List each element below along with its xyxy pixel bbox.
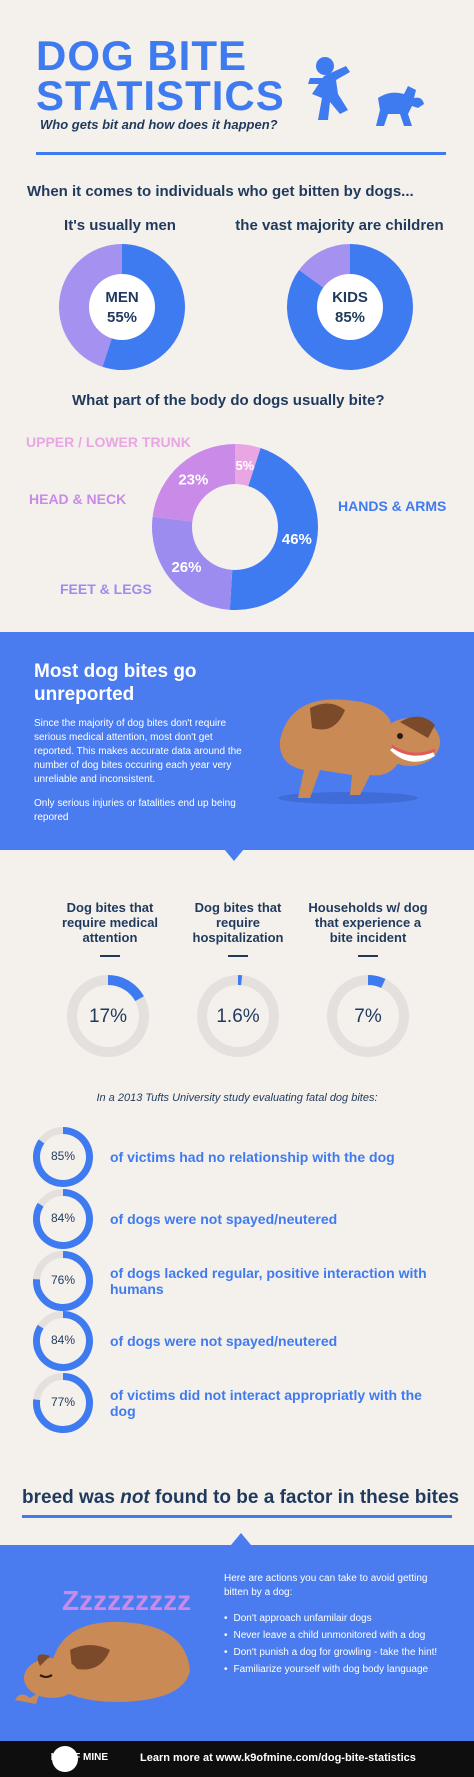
running-person-dog-illustration	[308, 57, 424, 126]
body-heading: What part of the body do dogs usually bi…	[72, 392, 385, 409]
tufts-pct: 77%	[50, 1395, 76, 1409]
men-name: MEN	[105, 289, 138, 306]
tufts-text: of dogs were not spayed/neutered	[110, 1211, 338, 1227]
ring-fill	[33, 1189, 93, 1249]
head-neck-label: HEAD & NECK	[29, 491, 127, 507]
trunk-label: UPPER / LOWER TRUNK	[26, 434, 191, 450]
tip-item: Never leave a child unmonitored with a d…	[224, 1630, 454, 1641]
tufts-ring	[33, 1251, 93, 1311]
tufts-ring	[33, 1127, 93, 1187]
feet-legs-label: FEET & LEGS	[60, 581, 152, 597]
title-line-1: DOG BITE	[36, 32, 248, 79]
breed-statement: breed was not found to be a factor in th…	[22, 1487, 459, 1509]
kids-name: KIDS	[332, 289, 368, 306]
kids-donut: KIDS 85%	[287, 244, 413, 370]
ring-fill	[33, 1311, 93, 1371]
logo-text: K9 OF MINE	[50, 1752, 108, 1763]
tufts-pct: 84%	[50, 1333, 76, 1347]
stat-medical-ring	[67, 975, 149, 1057]
tufts-pct: 84%	[50, 1211, 76, 1225]
stat-hospital-label: Dog bites that require hospitalization	[192, 900, 284, 945]
stat-dash	[358, 955, 378, 957]
unreported-heading: Most dog bites go unreported	[34, 661, 197, 705]
men-donut: MEN 55%	[58, 244, 185, 370]
growling-dog-illustration	[278, 699, 440, 804]
men-pct: 55%	[107, 309, 137, 326]
stat-household-label: Households w/ dog that experience a bite…	[308, 900, 428, 945]
breed-emphasis: not	[120, 1487, 150, 1508]
stat-hospital-ring	[197, 975, 279, 1057]
tufts-ring	[33, 1373, 93, 1433]
footer	[0, 1741, 474, 1777]
stat-hospital-pct: 1.6%	[216, 1006, 260, 1027]
footer-link[interactable]: Learn more at www.k9ofmine.com/dog-bite-…	[140, 1752, 416, 1764]
hands-arms-label: HANDS & ARMS	[338, 498, 447, 514]
title: DOG BITE STATISTICS	[36, 32, 285, 119]
head-neck-pct: 23%	[178, 472, 208, 489]
tufts-pct: 85%	[50, 1149, 76, 1163]
tufts-text: of victims had no relationship with the …	[110, 1149, 395, 1165]
tip-item: Don't punish a dog for growling - take t…	[224, 1647, 454, 1658]
breed-post: found to be a factor in these bites	[149, 1487, 460, 1508]
men-label: It's usually men	[64, 217, 176, 234]
feet-legs-pct: 26%	[171, 559, 201, 576]
tufts-text: of victims did not interact appropriatly…	[110, 1387, 422, 1419]
ring-fill	[33, 1251, 93, 1311]
breed-pre: breed was	[22, 1487, 121, 1508]
tips-intro: Here are actions you can take to avoid g…	[224, 1573, 428, 1598]
tufts-ring	[33, 1311, 93, 1371]
tip-item: Don't approach unfamilair dogs	[224, 1613, 454, 1624]
stat-dash	[100, 955, 120, 957]
victims-heading: When it comes to individuals who get bit…	[27, 183, 414, 200]
ring-fill	[367, 975, 386, 989]
ring-fill	[33, 1127, 93, 1187]
unreported-paragraph: Since the majority of dog bites don't re…	[34, 718, 242, 785]
stat-household-ring	[327, 975, 409, 1057]
tufts-text: of dogs lacked regular, positive interac…	[110, 1265, 427, 1297]
ring-fill	[33, 1373, 93, 1433]
kids-pct: 85%	[335, 309, 365, 326]
title-line-2: STATISTICS	[36, 72, 285, 119]
ring-fill	[107, 975, 144, 1002]
stat-dash	[228, 955, 248, 957]
body-parts-donut: 46% 26% 23% 5%	[152, 444, 318, 610]
sleeping-dog-illustration: Zzzzzzzzz	[15, 1585, 191, 1704]
tufts-text: of dogs were not spayed/neutered	[110, 1333, 338, 1349]
hands-arms-pct: 46%	[282, 531, 312, 548]
tufts-pct: 76%	[50, 1273, 76, 1287]
logo-mark	[52, 1746, 78, 1772]
header-divider	[36, 152, 446, 155]
tips-pointer	[231, 1533, 251, 1545]
stat-household-pct: 7%	[354, 1006, 382, 1027]
breed-divider	[22, 1515, 452, 1518]
tagline: Who gets bit and how does it happen?	[40, 117, 278, 132]
stat-medical-pct: 17%	[88, 1006, 128, 1027]
stat-medical-label: Dog bites that require medical attention	[61, 900, 159, 945]
section-pointer	[224, 849, 244, 861]
unreported-note: Only serious injuries or fatalities end …	[34, 798, 236, 823]
tufts-ring	[33, 1189, 93, 1249]
tufts-intro: In a 2013 Tufts University study evaluat…	[96, 1092, 378, 1104]
trunk-pct: 5%	[235, 458, 254, 473]
tips-list: Don't approach unfamilair dogs Never lea…	[224, 1613, 454, 1681]
sleep-zzz: Zzzzzzzzz	[62, 1585, 191, 1616]
tip-item: Familiarize yourself with dog body langu…	[224, 1664, 454, 1675]
kids-label: the vast majority are children	[235, 217, 444, 234]
